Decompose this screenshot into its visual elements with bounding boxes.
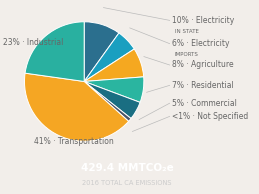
Text: 8% · Agriculture: 8% · Agriculture [172,61,234,69]
Wedge shape [84,81,131,121]
Text: 10% · Electricity: 10% · Electricity [172,16,234,25]
Text: 7% · Residential: 7% · Residential [172,81,234,90]
Wedge shape [84,77,144,102]
Wedge shape [25,73,129,141]
Text: IN STATE: IN STATE [175,29,199,34]
Text: 23% · Industrial: 23% · Industrial [3,38,63,47]
Text: IMPORTS: IMPORTS [175,52,199,57]
Text: 5% · Commercial: 5% · Commercial [172,99,237,108]
Text: <1% · Not Specified: <1% · Not Specified [172,112,248,121]
Text: 2016 TOTAL CA EMISSIONS: 2016 TOTAL CA EMISSIONS [82,180,172,186]
Text: 6% · Electricity: 6% · Electricity [172,39,230,48]
Wedge shape [84,49,144,81]
Wedge shape [25,22,84,81]
Wedge shape [84,81,140,119]
Text: 41% · Transportation: 41% · Transportation [34,137,113,146]
Wedge shape [84,22,119,81]
Wedge shape [84,33,134,81]
Text: 429.4 MMTCO₂e: 429.4 MMTCO₂e [81,163,173,173]
